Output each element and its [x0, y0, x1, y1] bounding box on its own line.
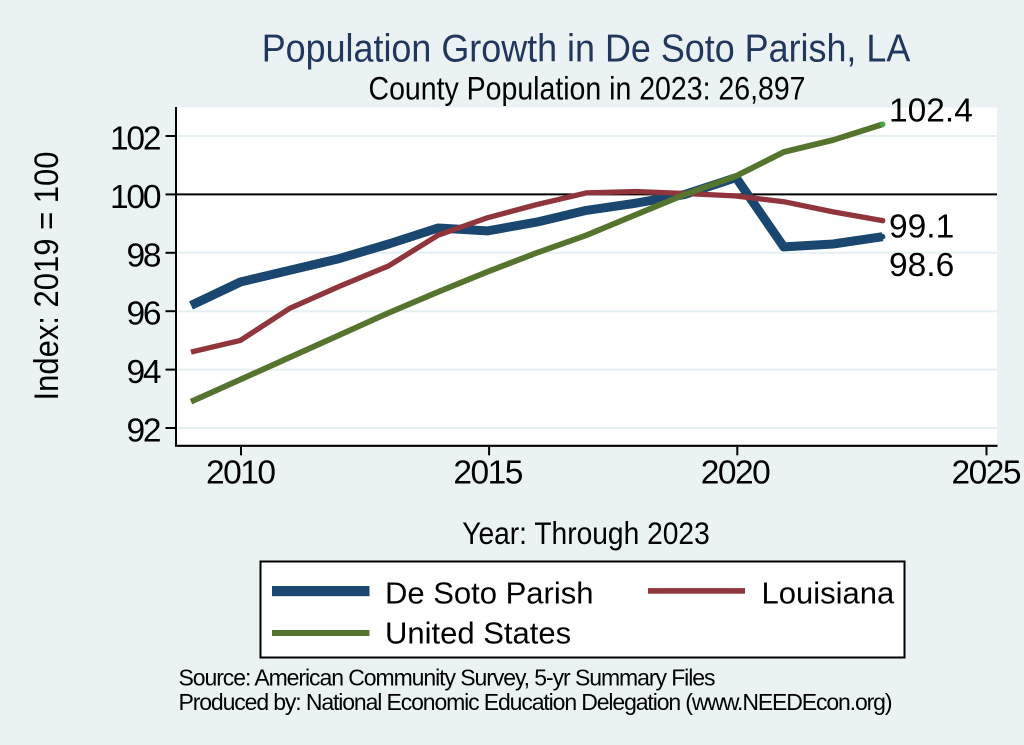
- svg-text:2010: 2010: [206, 455, 276, 492]
- svg-text:2025: 2025: [952, 455, 1022, 492]
- svg-text:102: 102: [110, 121, 162, 158]
- svg-text:Louisiana: Louisiana: [762, 576, 895, 611]
- svg-text:Source: American Community Sur: Source: American Community Survey, 5-yr …: [179, 665, 716, 691]
- svg-text:Population Growth in De Soto P: Population Growth in De Soto Parish, LA: [262, 28, 911, 71]
- svg-text:2020: 2020: [701, 455, 771, 492]
- svg-text:De Soto Parish: De Soto Parish: [385, 576, 594, 611]
- svg-text:2015: 2015: [453, 455, 523, 492]
- svg-text:94: 94: [127, 354, 162, 391]
- svg-text:92: 92: [127, 413, 162, 450]
- svg-text:100: 100: [110, 179, 162, 216]
- svg-text:99.1: 99.1: [889, 208, 954, 245]
- svg-text:United States: United States: [385, 616, 571, 651]
- svg-text:Index: 2019 = 100: Index: 2019 = 100: [28, 152, 66, 401]
- svg-text:102.4: 102.4: [889, 92, 973, 129]
- svg-text:County Population in 2023: 26,: County Population in 2023: 26,897: [369, 71, 806, 107]
- svg-text:98: 98: [127, 237, 162, 274]
- svg-text:96: 96: [127, 296, 162, 333]
- svg-text:Year: Through 2023: Year: Through 2023: [462, 515, 710, 551]
- svg-text:98.6: 98.6: [889, 247, 954, 284]
- svg-text:Produced by: National Economic: Produced by: National Economic Education…: [179, 689, 893, 715]
